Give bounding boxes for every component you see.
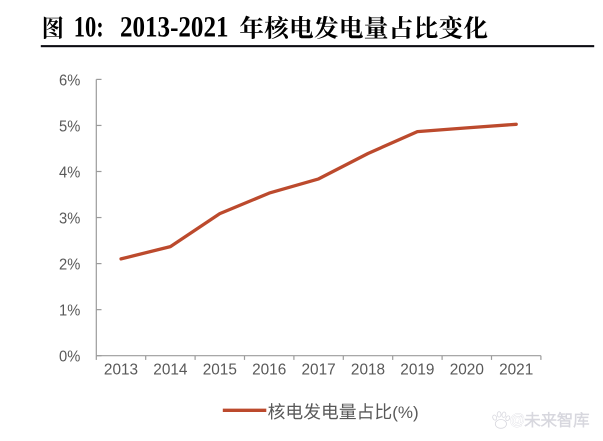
svg-text:2014: 2014 xyxy=(153,362,188,379)
svg-text:2015: 2015 xyxy=(203,362,238,379)
svg-text:2013: 2013 xyxy=(104,362,138,379)
svg-text:2013-2021: 2013-2021 xyxy=(120,10,229,43)
svg-text:2017: 2017 xyxy=(302,362,336,379)
svg-text:2%: 2% xyxy=(59,257,80,274)
svg-text:10:: 10: xyxy=(74,10,104,43)
svg-text:5%: 5% xyxy=(59,118,80,135)
svg-text:2020: 2020 xyxy=(450,362,485,379)
svg-text:2018: 2018 xyxy=(351,362,385,379)
svg-text:1%: 1% xyxy=(59,303,80,320)
svg-text:2021: 2021 xyxy=(499,362,533,379)
svg-text:6%: 6% xyxy=(59,72,80,89)
svg-text:(%): (%) xyxy=(392,403,418,422)
svg-text:0%: 0% xyxy=(59,349,80,366)
svg-text:2016: 2016 xyxy=(252,362,286,379)
svg-text:2019: 2019 xyxy=(400,362,434,379)
svg-text:3%: 3% xyxy=(59,211,80,228)
svg-text:4%: 4% xyxy=(59,165,80,182)
svg-text:@: @ xyxy=(510,412,526,429)
